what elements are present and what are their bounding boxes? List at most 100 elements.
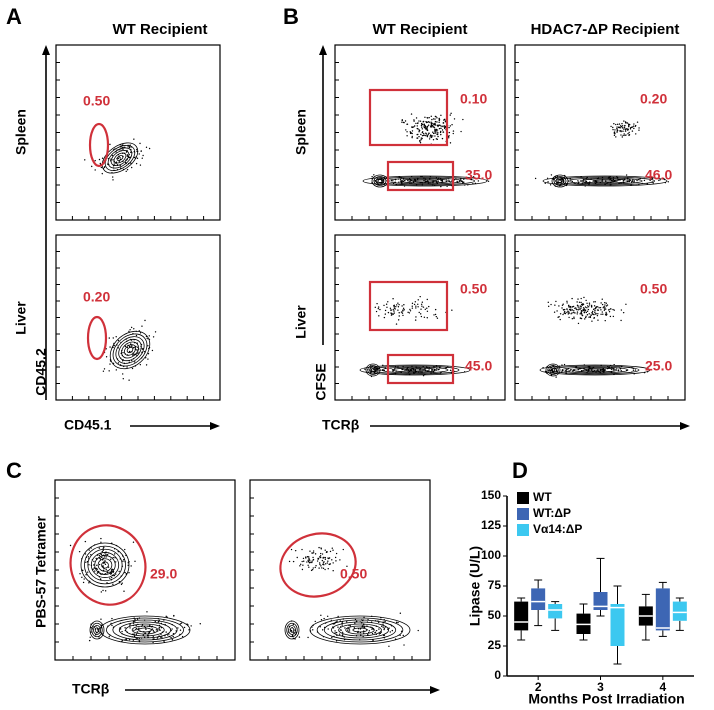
event-dot	[434, 122, 436, 124]
contour	[94, 555, 116, 575]
event-dot	[303, 560, 305, 562]
event-dot	[559, 179, 561, 182]
event-dot	[568, 370, 570, 372]
event-dot	[97, 629, 99, 631]
event-dot	[437, 180, 440, 182]
event-dot	[600, 302, 602, 304]
event-dot	[328, 557, 331, 559]
event-dot	[98, 563, 101, 566]
event-dot	[111, 617, 113, 620]
event-dot	[579, 313, 581, 315]
event-dot	[625, 134, 627, 136]
plot-frame	[55, 44, 221, 221]
event-dot	[438, 117, 440, 120]
event-dot	[145, 628, 147, 630]
gate-value: 29.0	[150, 566, 177, 582]
event-dot	[321, 553, 324, 555]
box	[548, 604, 563, 619]
event-dot	[573, 310, 575, 312]
event-dot	[152, 629, 154, 632]
event-dot	[100, 553, 102, 555]
event-dot	[391, 629, 394, 632]
event-dot	[87, 571, 89, 573]
contour	[539, 364, 651, 376]
event-dot	[428, 305, 430, 308]
event-dot	[659, 179, 661, 181]
event-dot	[443, 127, 446, 130]
event-dot	[430, 121, 432, 123]
event-dot	[421, 305, 423, 307]
event-dot	[584, 310, 586, 312]
panel-letter: A	[6, 4, 22, 29]
event-dot	[390, 312, 392, 314]
event-dot	[438, 121, 440, 124]
event-dot	[331, 636, 333, 639]
event-dot	[567, 310, 569, 312]
event-dot	[316, 560, 319, 562]
event-dot	[601, 311, 603, 313]
event-dot	[172, 635, 174, 638]
event-dot	[421, 124, 423, 126]
event-dot	[83, 578, 85, 580]
event-dot	[573, 317, 575, 320]
event-dot	[398, 303, 400, 306]
event-dot	[452, 130, 455, 132]
event-dot	[585, 299, 587, 302]
event-dot	[402, 368, 404, 371]
event-dot	[615, 123, 617, 126]
event-dot	[390, 180, 393, 182]
y-axis-label: CD45.2	[33, 348, 49, 396]
event-dot	[431, 118, 433, 121]
event-dot	[319, 556, 322, 559]
event-dot	[402, 121, 405, 124]
event-dot	[432, 139, 435, 141]
event-dot	[422, 120, 425, 123]
event-dot	[628, 124, 630, 126]
event-dot	[407, 311, 409, 314]
event-dot	[360, 634, 362, 636]
event-dot	[618, 126, 620, 129]
contour	[110, 150, 130, 166]
event-dot	[404, 120, 407, 122]
event-dot	[129, 627, 131, 629]
event-dot	[133, 138, 135, 140]
event-dot	[112, 179, 114, 181]
cell-cluster	[288, 546, 348, 572]
event-dot	[100, 556, 103, 559]
event-dot	[588, 304, 591, 306]
event-dot	[142, 634, 145, 636]
event-dot	[577, 306, 579, 308]
event-dot	[159, 629, 161, 631]
event-dot	[100, 591, 103, 593]
event-dot	[312, 567, 314, 569]
event-dot	[188, 629, 190, 631]
event-dot	[434, 123, 436, 126]
event-dot	[292, 560, 295, 563]
event-dot	[340, 629, 342, 631]
panel-title: WT Recipient	[112, 21, 207, 38]
contour	[109, 330, 151, 370]
event-dot	[368, 630, 371, 632]
contour	[323, 619, 397, 641]
event-dot	[392, 313, 394, 315]
event-dot	[571, 297, 573, 300]
event-dot	[382, 623, 384, 625]
event-dot	[580, 301, 582, 304]
event-dot	[427, 124, 430, 126]
event-dot	[94, 169, 96, 171]
event-dot	[426, 128, 428, 130]
event-dot	[579, 317, 582, 319]
event-dot	[153, 631, 155, 633]
event-dot	[612, 126, 614, 129]
event-dot	[625, 174, 628, 176]
event-dot	[413, 119, 415, 121]
event-dot	[324, 556, 327, 559]
event-dot	[580, 311, 582, 313]
event-dot	[332, 570, 334, 572]
event-dot	[602, 307, 604, 309]
event-dot	[132, 353, 134, 356]
event-dot	[307, 636, 309, 639]
event-dot	[136, 349, 138, 351]
contour	[367, 365, 379, 375]
event-dot	[415, 117, 418, 119]
